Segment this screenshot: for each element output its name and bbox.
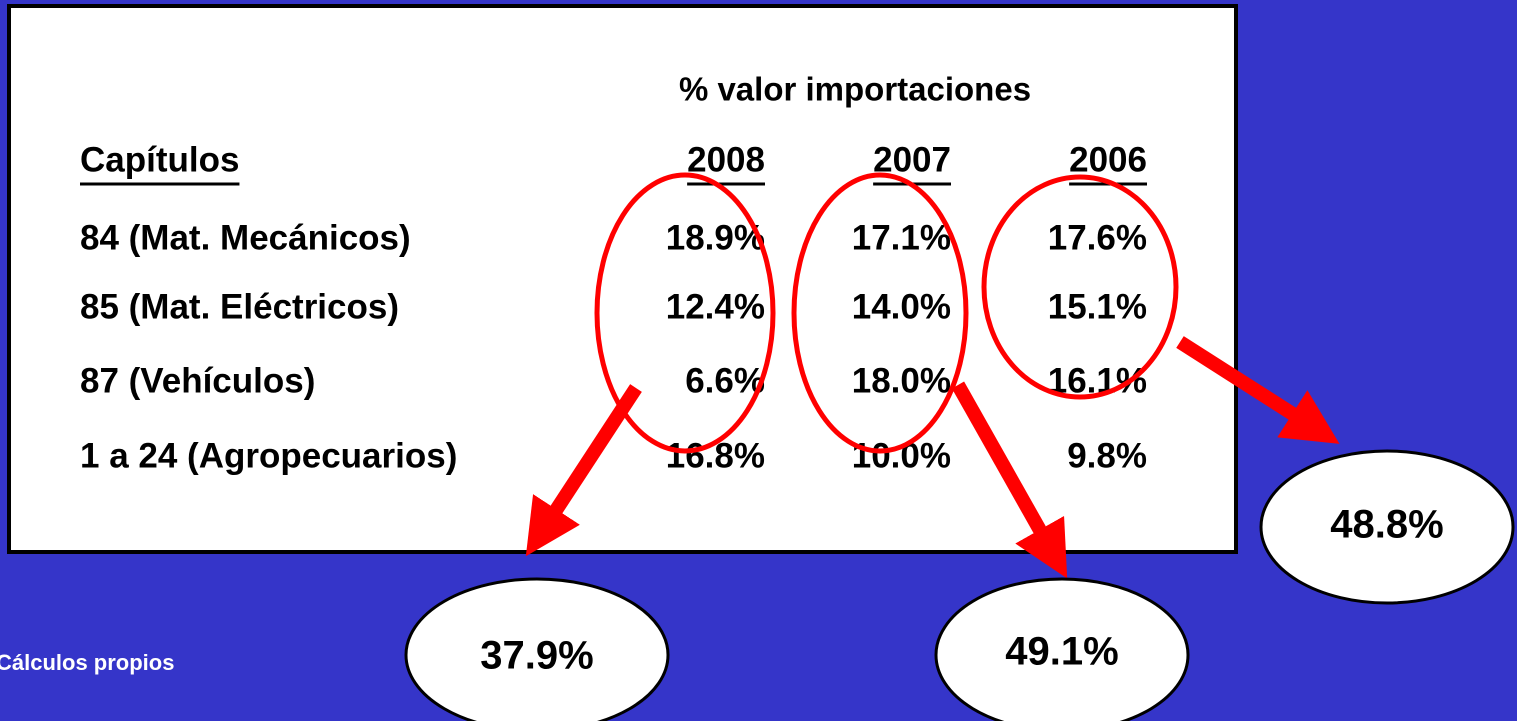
- total: 48.8%: [1330, 503, 1443, 547]
- column-header: 2006: [1069, 140, 1147, 179]
- row-label: 87 (Vehículos): [80, 361, 315, 400]
- highlight-ellipse: [981, 174, 1179, 400]
- table-cell: 17.6%: [1048, 218, 1147, 257]
- highlight-ellipse: [791, 172, 969, 454]
- arrow: [951, 381, 1068, 579]
- highlights: [594, 172, 1179, 454]
- arrow: [1176, 336, 1340, 444]
- table-cell: 12.4%: [666, 287, 765, 326]
- arrow: [525, 384, 642, 557]
- row-label: 1 a 24 (Agropecuarios): [80, 436, 457, 475]
- total: 49.1%: [1005, 630, 1118, 674]
- table-cell: 6.6%: [685, 361, 765, 400]
- total: 37.9%: [480, 634, 593, 678]
- row-label: 85 (Mat. Eléctricos): [80, 287, 399, 326]
- table-box: [7, 4, 1238, 554]
- column-header: 2007: [873, 140, 951, 179]
- table-title: % valor importaciones: [679, 71, 1031, 108]
- total-ovals: [404, 449, 1515, 721]
- table-cell: 18.0%: [852, 361, 951, 400]
- table-cell: 9.8%: [1067, 436, 1147, 475]
- source: Cálculos propios: [0, 650, 174, 675]
- table-cell: 17.1%: [852, 218, 951, 257]
- table-cell: 15.1%: [1048, 287, 1147, 326]
- column-header: 2008: [687, 140, 765, 179]
- table-cell: 10.0%: [852, 436, 951, 475]
- arrows: [525, 336, 1340, 579]
- total-oval: [404, 577, 670, 721]
- total-oval: [934, 577, 1190, 721]
- highlight-ellipse: [594, 172, 776, 454]
- table-cell: 18.9%: [666, 218, 765, 257]
- row-label: 84 (Mat. Mecánicos): [80, 218, 411, 257]
- table: Capítulos 2008 2007 2006 84 (Mat. Mecánicos)…: [80, 140, 1147, 475]
- total-oval: [1259, 449, 1515, 605]
- table-cell: 14.0%: [852, 287, 951, 326]
- column-header: Capítulos: [80, 140, 239, 179]
